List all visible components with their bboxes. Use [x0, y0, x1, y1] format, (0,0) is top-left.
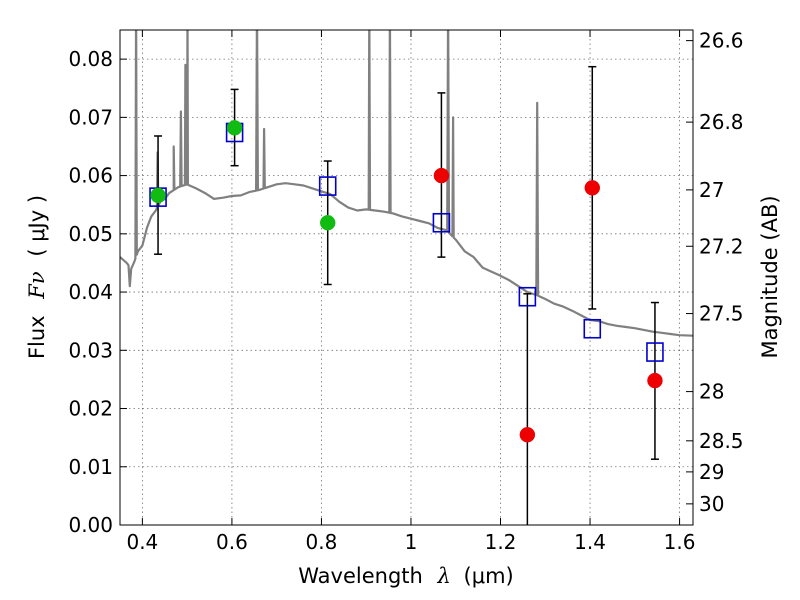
y-tick-label: 0.03	[68, 338, 113, 362]
y-tick-label: 0.07	[68, 105, 113, 129]
observed-flux-point	[519, 426, 536, 443]
x-axis-label: Wavelength λ (μm)	[298, 564, 513, 588]
observed-flux-point	[584, 180, 601, 196]
x-tick-label: 1	[405, 530, 418, 554]
y2-tick-label: 26.8	[699, 110, 744, 134]
x-tick-label: 1.6	[664, 530, 696, 554]
model-flux-box	[518, 286, 537, 307]
y2-tick-label: 28	[699, 380, 724, 404]
points-layer	[149, 65, 664, 525]
y-tick-label: 0.08	[68, 47, 113, 71]
y2-tick-label: 27	[699, 178, 724, 202]
observed-flux-point	[319, 215, 336, 231]
x-axis-label-lambda: λ	[437, 564, 451, 588]
observed-flux-point	[150, 187, 166, 204]
y-tick-label: 0.00	[68, 513, 113, 537]
x-tick-label: 0.8	[306, 530, 338, 554]
spectrum-layer	[120, 30, 693, 337]
y2-tick-label: 27.5	[699, 302, 744, 326]
y-tick-label: 0.06	[68, 164, 113, 188]
y2-tick-label: 30	[699, 492, 724, 516]
observed-flux-point	[226, 120, 243, 136]
x-tick-label: 0.4	[126, 530, 158, 554]
y-axis-label-unit: ( μJy )	[25, 195, 49, 257]
y2-tick-label: 29	[699, 460, 724, 484]
y-axis-label-fnu: Fν	[25, 271, 49, 300]
x-axis-label-prefix: Wavelength	[298, 564, 423, 588]
y2-tick-label: 27.2	[699, 234, 744, 258]
ticks: 0.4 0.6 0.8 1 1.2 1.4 1.6 0.00 0.01 0.02 0.03 0.04 0…	[68, 29, 743, 554]
y-tick-label: 0.02	[68, 397, 113, 421]
y2-tick-label: 28.5	[699, 429, 744, 453]
model-flux-box	[432, 212, 451, 233]
y-axis-label-flux: Flux	[25, 315, 49, 359]
model-flux-box	[318, 176, 337, 196]
y2-axis-label: Magnitude (AB)	[758, 195, 782, 358]
x-tick-label: 1.2	[485, 530, 517, 554]
model-flux-box	[646, 342, 664, 362]
y-axis-label: Flux Fν ( μJy )	[25, 195, 49, 359]
y2-tick-label: 26.6	[699, 29, 744, 53]
spectrum-line	[120, 30, 693, 337]
y-tick-label: 0.04	[68, 280, 113, 304]
y-tick-label: 0.05	[68, 222, 113, 246]
x-axis-label-unit: (μm)	[464, 564, 514, 588]
model-flux-box	[583, 318, 602, 339]
x-tick-label: 0.6	[216, 530, 248, 554]
y-tick-label: 0.01	[68, 455, 113, 479]
plot-frame	[119, 29, 694, 526]
observed-flux-point	[647, 372, 663, 389]
grid	[120, 30, 693, 525]
x-tick-label: 1.4	[574, 530, 606, 554]
observed-flux-point	[433, 167, 450, 184]
